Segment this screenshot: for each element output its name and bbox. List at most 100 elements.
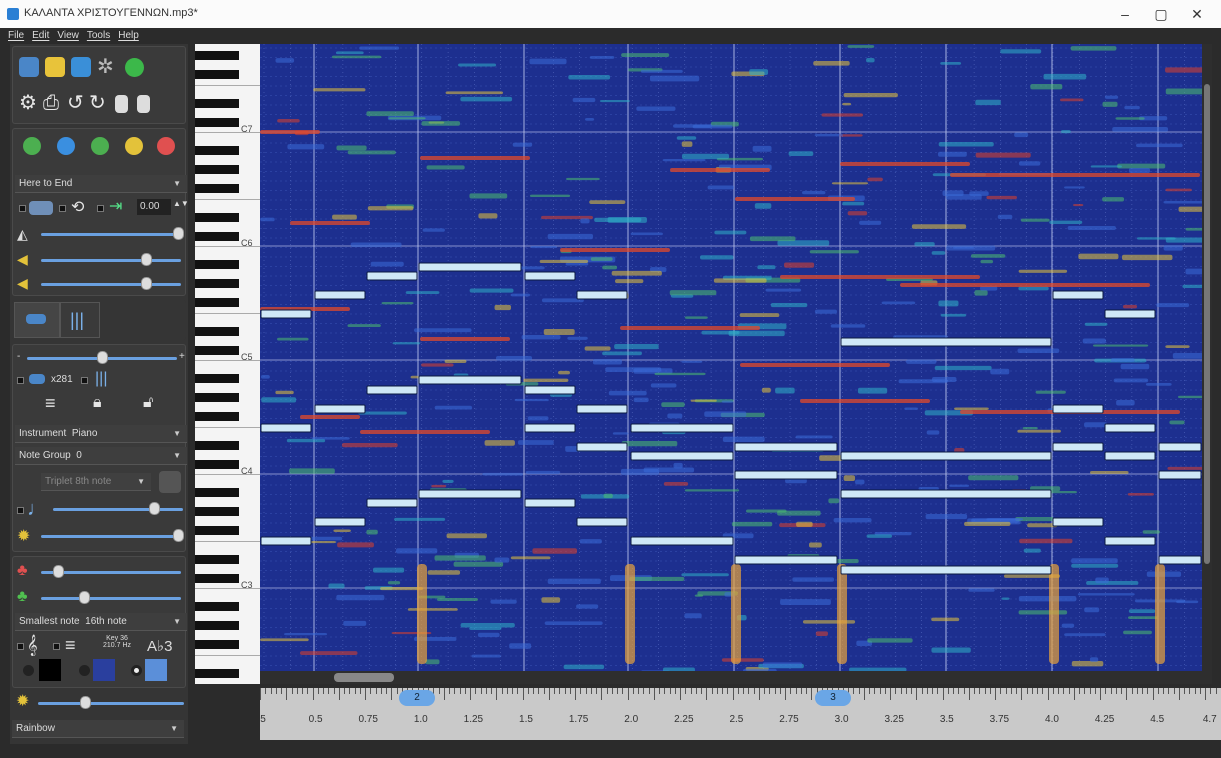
contrast-slider[interactable] (38, 702, 184, 705)
blue-swatch[interactable] (93, 659, 115, 681)
black-key[interactable] (195, 668, 239, 678)
black-key[interactable] (195, 117, 239, 127)
save-icon[interactable] (45, 57, 65, 77)
black-key[interactable] (195, 260, 239, 269)
black-key[interactable] (195, 488, 239, 497)
export-icon[interactable] (71, 57, 91, 77)
clef-checkbox[interactable] (17, 643, 24, 650)
black-key[interactable] (195, 298, 239, 307)
preferences-icon[interactable]: ⚙ (19, 92, 37, 114)
close-button[interactable]: ✕ (1191, 6, 1203, 22)
zoom-minus[interactable]: - (17, 351, 21, 362)
midi-icon[interactable] (125, 58, 144, 77)
show-spectrum-checkbox[interactable] (17, 377, 24, 384)
black-key[interactable] (195, 526, 239, 535)
black-key[interactable] (195, 51, 239, 60)
paste-icon[interactable] (137, 95, 150, 113)
vertical-scrollbar[interactable] (1202, 44, 1212, 684)
triplet-select[interactable]: Triplet 8th note ▼ (41, 473, 151, 491)
metronome-checkbox[interactable] (97, 205, 104, 212)
settings-gear-icon[interactable]: ✲ (97, 56, 114, 78)
speed-slider[interactable] (41, 233, 181, 236)
staff-checkbox[interactable] (53, 643, 60, 650)
horizontal-scrollbar[interactable] (260, 671, 1202, 684)
black-key[interactable] (195, 231, 239, 241)
volume-thumb[interactable] (141, 253, 152, 266)
black-key[interactable] (195, 326, 239, 336)
zoom-plus[interactable]: + (179, 351, 185, 362)
red-filter-thumb[interactable] (53, 565, 64, 578)
black-key[interactable] (195, 621, 239, 630)
offset-input[interactable]: 0.00 (137, 199, 171, 215)
black-key[interactable] (195, 440, 239, 450)
triplet-icon[interactable] (159, 471, 181, 493)
note-volume-slider[interactable] (41, 283, 181, 286)
unlock-icon[interactable]: 🔓︎ (143, 394, 154, 411)
black-key[interactable] (195, 165, 239, 174)
vertical-scroll-thumb[interactable] (1204, 84, 1210, 564)
zoom-thumb[interactable] (97, 351, 108, 364)
contrast-thumb[interactable] (80, 696, 91, 709)
black-swatch[interactable] (39, 659, 61, 681)
blue-radio[interactable] (79, 665, 90, 676)
black-key[interactable] (195, 554, 239, 564)
print-icon[interactable]: ⎙ (43, 92, 59, 114)
lock-icon[interactable]: 🔒︎ (93, 394, 102, 411)
show-notes-checkbox[interactable] (81, 377, 88, 384)
black-key[interactable] (195, 98, 239, 108)
brightness-thumb[interactable] (173, 529, 184, 542)
align-icon[interactable]: ≡ (45, 393, 56, 413)
menu-file[interactable]: File (8, 30, 25, 41)
black-key[interactable] (195, 640, 239, 649)
note-volume-thumb[interactable] (141, 277, 152, 290)
black-key[interactable] (195, 146, 239, 155)
speed-thumb[interactable] (173, 227, 184, 240)
tab-notes[interactable] (60, 302, 100, 338)
note-length-thumb[interactable] (149, 502, 160, 515)
minimize-button[interactable]: – (1121, 6, 1129, 22)
copy-icon[interactable] (115, 95, 128, 113)
black-key[interactable] (195, 374, 239, 383)
menu-help[interactable]: Help (118, 30, 139, 41)
menu-view[interactable]: View (57, 30, 79, 41)
redo-icon[interactable]: ↻ (89, 92, 106, 114)
black-key[interactable] (195, 184, 239, 193)
smallest-note-select[interactable]: Smallest note 16th note ▼ (15, 613, 187, 631)
pause-icon[interactable] (125, 137, 143, 155)
bar-number-badge[interactable]: 2 (399, 690, 435, 706)
horizontal-scroll-thumb[interactable] (334, 673, 394, 682)
open-folder-icon[interactable] (19, 57, 39, 77)
volume-slider[interactable] (41, 259, 181, 262)
instrument-select[interactable]: Instrument Piano ▼ (15, 425, 187, 443)
repeat-checkbox[interactable] (59, 205, 66, 212)
black-key[interactable] (195, 507, 239, 516)
green-filter-thumb[interactable] (79, 591, 90, 604)
stop-icon[interactable] (157, 137, 175, 155)
note-group-select[interactable]: Note Group 0 ▼ (15, 447, 187, 465)
black-key[interactable] (195, 212, 239, 222)
menu-tools[interactable]: Tools (86, 30, 111, 41)
offset-spinner[interactable]: ▲▼ (173, 199, 189, 208)
time-ruler[interactable]: 5 0.5 0.75 1.0 1.25 1.5 1.75 2.0 2.25 2.5 2.75 3.0 3… (260, 688, 1221, 740)
spectrogram-canvas[interactable] (260, 44, 1202, 684)
play-range-select[interactable]: Here to End ▼ (15, 175, 187, 193)
play-selection-icon[interactable] (57, 137, 75, 155)
black-key[interactable] (195, 573, 239, 583)
note-length-slider[interactable] (53, 508, 183, 511)
black-key[interactable] (195, 393, 239, 402)
rainbow-radio[interactable] (131, 665, 142, 676)
restore-button[interactable]: ▢ (1154, 6, 1168, 22)
note-length-checkbox[interactable] (17, 507, 24, 514)
black-key[interactable] (195, 279, 239, 288)
loop-checkbox[interactable] (19, 205, 26, 212)
bw-radio[interactable] (23, 665, 34, 676)
brightness-slider[interactable] (41, 535, 181, 538)
black-key[interactable] (195, 345, 239, 355)
black-key[interactable] (195, 412, 239, 421)
play-loop-icon[interactable] (91, 137, 109, 155)
menu-edit[interactable]: Edit (32, 30, 50, 41)
rainbow-swatch[interactable] (145, 659, 167, 681)
piano-keyboard[interactable]: C7 C6 C5 C4 C3 (195, 44, 260, 684)
black-key[interactable] (195, 459, 239, 469)
undo-icon[interactable]: ↺ (67, 92, 84, 114)
